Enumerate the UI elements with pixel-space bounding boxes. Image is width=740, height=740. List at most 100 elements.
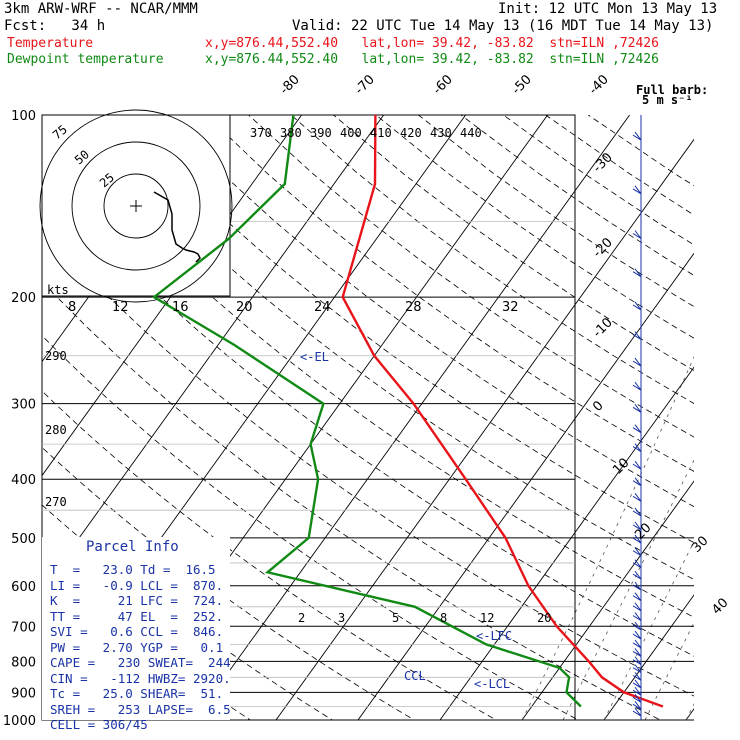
dry-adiabat bbox=[333, 115, 694, 371]
mixing-ratio-label: 5 bbox=[392, 611, 399, 625]
pressure-tick-label: 900 bbox=[11, 686, 36, 701]
temperature-profile bbox=[341, 115, 664, 708]
pressure-tick-label: 800 bbox=[11, 655, 36, 670]
wind-barb bbox=[632, 664, 642, 674]
wind-barb bbox=[632, 570, 642, 580]
wind-barb bbox=[632, 301, 642, 311]
theta-label: 370 bbox=[250, 126, 272, 140]
dry-adiabat bbox=[78, 115, 694, 580]
barb-legend-unit: 5 m s⁻¹ bbox=[642, 93, 693, 107]
isotherm-line bbox=[603, 594, 694, 720]
wind-barb bbox=[632, 592, 642, 602]
dry-adiabat bbox=[290, 115, 694, 404]
parcel-info-row: TT = 47 EL = 252. bbox=[50, 608, 224, 624]
parcel-info-row: SREH = 253 LAPSE= 6.5 bbox=[50, 701, 231, 717]
theta-label: 440 bbox=[460, 126, 482, 140]
isotherm-line bbox=[521, 480, 694, 720]
isotherm-label: 30 bbox=[689, 534, 711, 556]
wind-barb bbox=[632, 648, 642, 657]
dewpoint-location: x,y=876.44,552.40 lat,lon= 39.42, -83.82… bbox=[205, 52, 659, 67]
forecast-hour: Fcst: 34 h bbox=[4, 18, 106, 34]
dry-adiabat bbox=[503, 115, 694, 246]
hodograph-ring bbox=[71, 141, 201, 271]
wind-barb bbox=[632, 477, 642, 487]
wind-barb bbox=[632, 694, 642, 703]
wind-barb bbox=[632, 443, 642, 452]
dewpoint-profile bbox=[151, 115, 582, 708]
wind-barb bbox=[632, 612, 642, 622]
dry-adiabat bbox=[42, 335, 580, 720]
wind-barb bbox=[632, 357, 642, 367]
theta-label: 430 bbox=[430, 126, 452, 140]
pressure-tick-label: 300 bbox=[11, 398, 36, 413]
parcel-info-row: T = 23.0 Td = 16.5 bbox=[50, 562, 216, 577]
moist-adiabat bbox=[644, 621, 694, 720]
wind-barb bbox=[632, 707, 642, 717]
wind-barb bbox=[632, 521, 642, 531]
pressure-tick-label: 1000 bbox=[3, 714, 36, 729]
wind-barb bbox=[632, 230, 642, 239]
wind-barb bbox=[632, 547, 642, 557]
valid-time: Valid: 22 UTC Tue 14 May 13 (16 MDT Tue … bbox=[292, 18, 714, 34]
pressure-tick-label: 700 bbox=[11, 620, 36, 635]
wind-barb bbox=[632, 639, 642, 649]
theta-label: 390 bbox=[310, 126, 332, 140]
pressure-tick-label: 600 bbox=[11, 580, 36, 595]
moist-adiabat bbox=[562, 459, 694, 720]
theta-side-label: 290 bbox=[45, 349, 67, 363]
dewpoint-legend: Dewpoint temperature bbox=[7, 52, 164, 67]
inset-speed-label: 16 bbox=[172, 300, 189, 315]
parcel-info-row: CAPE = 230 SWEAT= 244 bbox=[50, 655, 231, 670]
hodograph-ring bbox=[103, 173, 169, 239]
inset-speed-label: 8 bbox=[68, 300, 76, 315]
inset-speed-label: 24 bbox=[314, 300, 331, 315]
profile-annotation: <-LFC bbox=[476, 629, 512, 643]
isotherm-label: -50 bbox=[509, 72, 535, 98]
wind-barb bbox=[632, 403, 642, 413]
mixing-ratio-label: 3 bbox=[338, 611, 345, 625]
wind-barb bbox=[632, 602, 642, 612]
isotherm-line bbox=[275, 138, 694, 720]
parcel-info-row: PW = 2.70 YGP = 0.1 bbox=[50, 639, 224, 655]
wind-barb bbox=[632, 492, 642, 502]
isotherm-label: -10 bbox=[590, 315, 616, 341]
dry-adiabat bbox=[205, 115, 694, 472]
inset-speed-label: 12 bbox=[112, 300, 129, 315]
theta-label: 410 bbox=[370, 126, 392, 140]
dry-adiabat bbox=[42, 446, 415, 720]
parcel-info-row: LI = -0.9 LCL = 870. bbox=[50, 577, 224, 593]
hodograph-ring bbox=[39, 109, 233, 303]
dry-adiabat bbox=[42, 120, 694, 618]
mixing-ratio-label: 8 bbox=[440, 611, 447, 625]
isotherm-label: -40 bbox=[586, 72, 612, 98]
temperature-legend: Temperature bbox=[7, 36, 94, 51]
wind-barb bbox=[632, 268, 642, 278]
wind-barb bbox=[632, 700, 642, 710]
dry-adiabat bbox=[42, 504, 333, 720]
wind-barb bbox=[632, 534, 642, 544]
wind-barb bbox=[632, 424, 642, 434]
wind-barb bbox=[632, 630, 642, 640]
wind-barb bbox=[632, 581, 642, 591]
parcel-info-box bbox=[42, 537, 230, 720]
isotherm-label: -60 bbox=[430, 72, 456, 98]
isotherm-line bbox=[439, 366, 694, 720]
isotherm-label: -20 bbox=[590, 235, 616, 261]
theta-side-label: 270 bbox=[45, 495, 67, 509]
theta-label: 400 bbox=[340, 126, 362, 140]
parcel-info-row: K = 21 LFC = 724. bbox=[50, 593, 224, 608]
mixing-ratio-label: 20 bbox=[537, 611, 551, 625]
parcel-info-title: Parcel Info bbox=[86, 539, 179, 555]
hodograph-unit-label: kts bbox=[47, 283, 69, 297]
isotherm-line bbox=[193, 115, 630, 720]
wind-barb bbox=[632, 507, 642, 517]
moist-adiabat bbox=[603, 540, 694, 720]
wind-barb bbox=[632, 656, 642, 666]
isotherm-label: 40 bbox=[709, 596, 731, 618]
mixing-ratio-label: 2 bbox=[298, 611, 305, 625]
isotherm-label: -80 bbox=[277, 72, 303, 98]
pressure-tick-label: 200 bbox=[11, 291, 36, 306]
moist-adiabat bbox=[685, 703, 694, 720]
profile-annotation: <-LCL bbox=[474, 677, 510, 691]
